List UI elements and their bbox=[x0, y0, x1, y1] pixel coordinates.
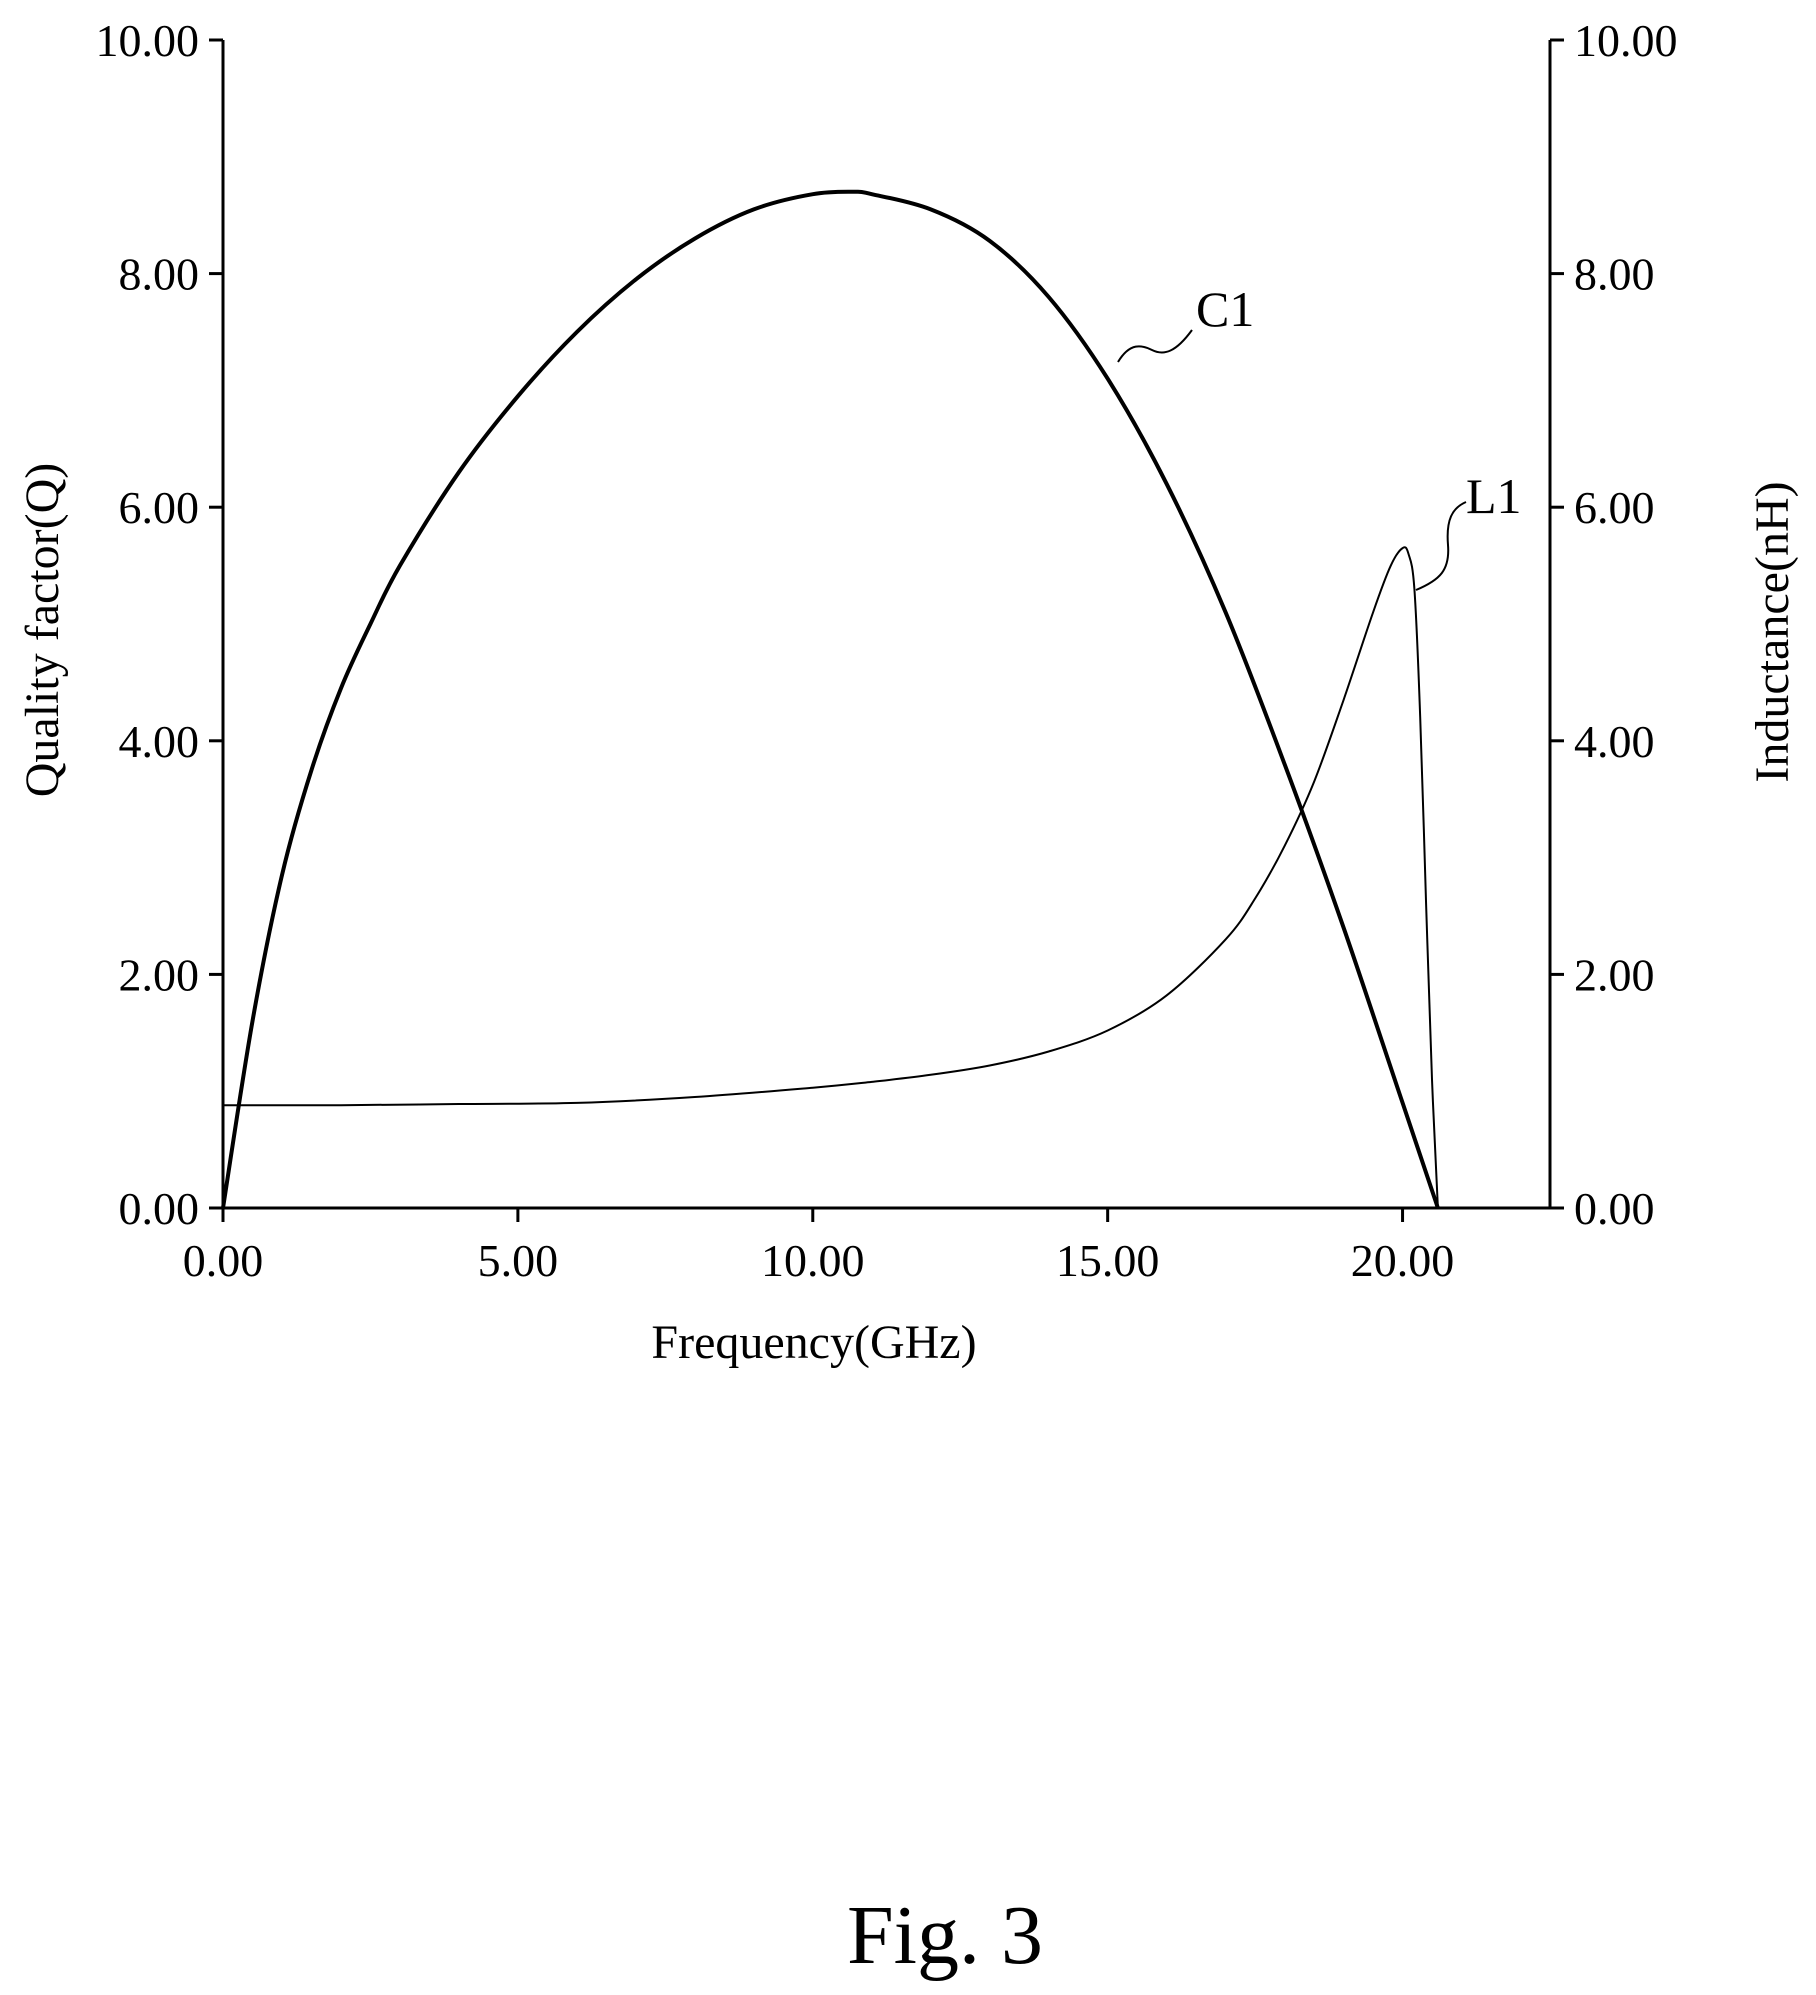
axes bbox=[221, 40, 1552, 1210]
x-tick-label: 10.00 bbox=[761, 1235, 865, 1286]
right-y-tick-label: 8.00 bbox=[1574, 249, 1655, 300]
series-label-l1: L1 bbox=[1466, 468, 1522, 524]
right-y-tick-label: 4.00 bbox=[1574, 716, 1655, 767]
left-y-tick-label: 6.00 bbox=[119, 482, 200, 533]
x-tick-label: 5.00 bbox=[478, 1235, 559, 1286]
series-line-l1 bbox=[222, 546, 1439, 1209]
right-y-tick-label: 0.00 bbox=[1574, 1183, 1655, 1234]
figure-caption: Fig. 3 bbox=[847, 1889, 1043, 1982]
left-y-axis-title: Quality factor(Q) bbox=[16, 463, 69, 798]
right-y-tick-label: 6.00 bbox=[1574, 482, 1655, 533]
right-y-tick-label: 2.00 bbox=[1574, 949, 1655, 1000]
left-y-tick-label: 0.00 bbox=[119, 1183, 200, 1234]
left-y-tick-label: 10.00 bbox=[96, 15, 200, 66]
x-tick-label: 20.00 bbox=[1351, 1235, 1455, 1286]
l1-leader-line bbox=[1415, 501, 1467, 591]
right-y-tick-label: 10.00 bbox=[1574, 15, 1678, 66]
x-tick-label: 15.00 bbox=[1056, 1235, 1160, 1286]
series-label-c1: C1 bbox=[1196, 281, 1254, 337]
series bbox=[221, 189, 1440, 1209]
left-y-tick-label: 2.00 bbox=[119, 949, 200, 1000]
ticks: 0.00 5.00 10.00 15.00 20.00 0.00 2.00 4.00 6.00 8… bbox=[96, 15, 1678, 1286]
right-y-axis-title: Inductance(nH) bbox=[1746, 481, 1799, 782]
series-line-c1 bbox=[221, 189, 1440, 1209]
c1-leader-line bbox=[1117, 329, 1193, 363]
x-axis-title: Frequency(GHz) bbox=[651, 1316, 976, 1369]
left-y-tick-label: 8.00 bbox=[119, 249, 200, 300]
left-y-tick-label: 4.00 bbox=[119, 716, 200, 767]
x-tick-label: 0.00 bbox=[183, 1235, 264, 1286]
